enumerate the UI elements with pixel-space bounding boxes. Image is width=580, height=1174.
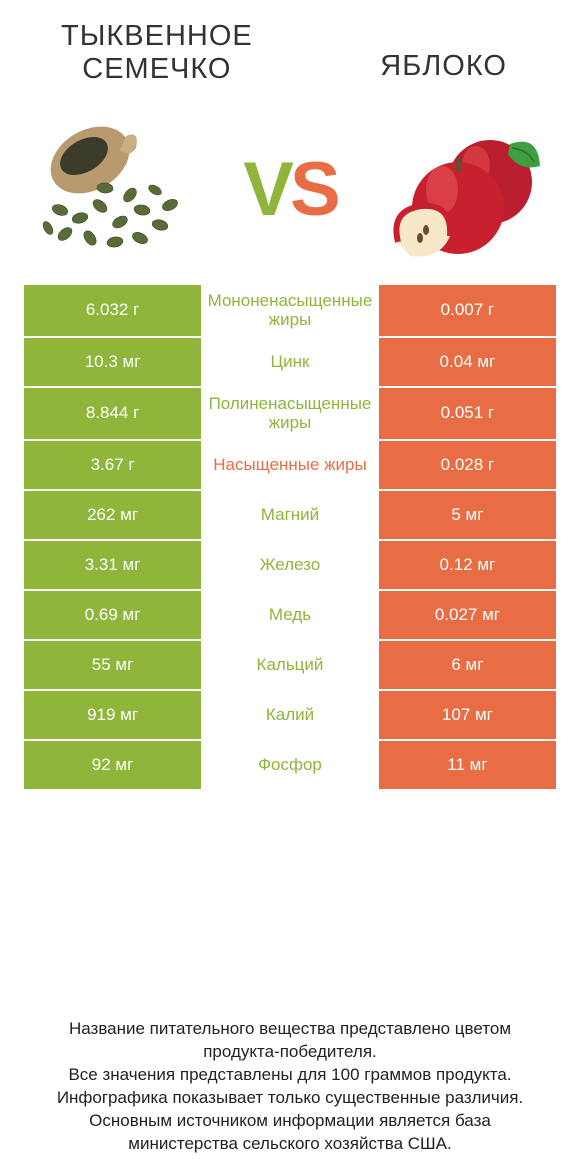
table-row: 262 мгМагний5 мг — [24, 491, 556, 541]
apple-image — [380, 110, 550, 270]
footer-notes: Название питательного вещества представл… — [24, 982, 556, 1156]
table-row: 3.67 гНасыщенные жиры0.028 г — [24, 441, 556, 491]
left-value: 55 мг — [24, 641, 201, 689]
left-value: 6.032 г — [24, 285, 201, 336]
table-row: 92 мгФосфор11 мг — [24, 741, 556, 791]
left-value: 0.69 мг — [24, 591, 201, 639]
right-value: 0.027 мг — [379, 591, 556, 639]
right-value: 107 мг — [379, 691, 556, 739]
footer-line-3: Инфографика показывает только существенн… — [32, 1087, 548, 1110]
nutrient-name: Насыщенные жиры — [201, 441, 379, 489]
table-row: 55 мгКальций6 мг — [24, 641, 556, 691]
nutrient-name: Мононенасыщенные жиры — [201, 285, 379, 336]
nutrient-name: Кальций — [201, 641, 379, 689]
title-right: ЯБЛОКО — [341, 20, 546, 83]
right-value: 0.007 г — [379, 285, 556, 336]
left-value: 8.844 г — [24, 388, 201, 439]
right-value: 0.12 мг — [379, 541, 556, 589]
left-value: 10.3 мг — [24, 338, 201, 386]
left-value: 919 мг — [24, 691, 201, 739]
left-value: 92 мг — [24, 741, 201, 789]
title-left: ТЫКВЕННОЕ СЕМЕЧКО — [34, 20, 280, 87]
right-value: 0.051 г — [379, 388, 556, 439]
table-row: 919 мгКалий107 мг — [24, 691, 556, 741]
right-value: 5 мг — [379, 491, 556, 539]
right-value: 0.04 мг — [379, 338, 556, 386]
right-value: 0.028 г — [379, 441, 556, 489]
footer-line-2: Все значения представлены для 100 граммо… — [32, 1064, 548, 1087]
right-value: 11 мг — [379, 741, 556, 789]
table-row: 0.69 мгМедь0.027 мг — [24, 591, 556, 641]
nutrient-name: Цинк — [201, 338, 379, 386]
nutrient-name: Калий — [201, 691, 379, 739]
table-row: 6.032 гМононенасыщенные жиры0.007 г — [24, 285, 556, 338]
left-value: 3.31 мг — [24, 541, 201, 589]
left-value: 262 мг — [24, 491, 201, 539]
vs-s: S — [290, 147, 337, 232]
table-row: 10.3 мгЦинк0.04 мг — [24, 338, 556, 388]
nutrient-name: Медь — [201, 591, 379, 639]
comparison-table: 6.032 гМононенасыщенные жиры0.007 г10.3 … — [24, 285, 556, 791]
nutrient-name: Магний — [201, 491, 379, 539]
header: ТЫКВЕННОЕ СЕМЕЧКО ЯБЛОКО — [24, 20, 556, 87]
vs-label: VS — [243, 146, 336, 233]
vs-v: V — [243, 147, 290, 232]
table-row: 3.31 мгЖелезо0.12 мг — [24, 541, 556, 591]
footer-line-4: Основным источником информации является … — [32, 1110, 548, 1156]
infographic-container: ТЫКВЕННОЕ СЕМЕЧКО ЯБЛОКО — [0, 0, 580, 1174]
nutrient-name: Фосфор — [201, 741, 379, 789]
footer-line-1: Название питательного вещества представл… — [32, 1018, 548, 1064]
table-row: 8.844 гПолиненасыщенные жиры0.051 г — [24, 388, 556, 441]
right-value: 6 мг — [379, 641, 556, 689]
images-row: VS — [24, 105, 556, 275]
pumpkin-seed-image — [30, 110, 200, 270]
nutrient-name: Полиненасыщенные жиры — [201, 388, 379, 439]
left-value: 3.67 г — [24, 441, 201, 489]
nutrient-name: Железо — [201, 541, 379, 589]
